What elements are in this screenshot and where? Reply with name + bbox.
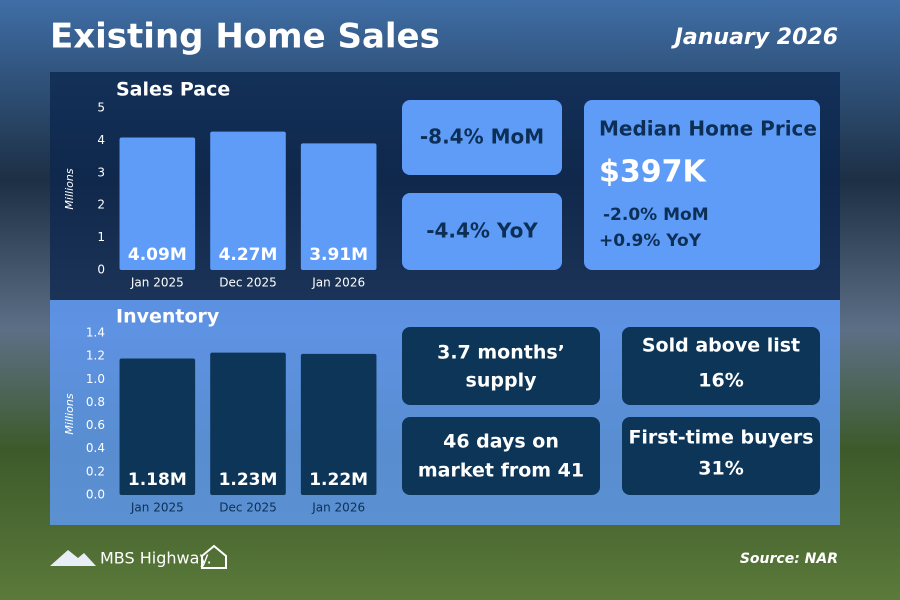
- brand: MBS Highway.: [100, 549, 212, 568]
- chart-title: Sales Pace: [116, 79, 230, 101]
- bar: [300, 353, 377, 495]
- card-text: 46 days on: [443, 431, 559, 453]
- y-tick-label: 0.8: [86, 395, 105, 409]
- y-tick-label: 1.0: [86, 372, 105, 386]
- y-tick-label: 0.0: [86, 488, 105, 502]
- date: January 2026: [671, 25, 838, 50]
- x-tick-label: Dec 2025: [219, 276, 277, 290]
- y-tick-label: 2: [97, 198, 105, 212]
- card-text: Sold above list: [642, 335, 800, 357]
- y-tick-label: 1.2: [86, 349, 105, 363]
- source: Source: NAR: [740, 551, 838, 567]
- card-text: -2.0% MoM: [603, 205, 709, 225]
- y-tick-label: 0.4: [86, 441, 105, 455]
- y-tick-label: 3: [97, 165, 105, 179]
- y-tick-label: 5: [97, 101, 105, 115]
- value-label: 3.91M: [309, 245, 368, 265]
- y-tick-label: 0.6: [86, 418, 105, 432]
- y-tick-label: 1.4: [86, 326, 105, 340]
- card: [402, 327, 600, 405]
- card: [622, 327, 820, 405]
- page-title: Existing Home Sales: [50, 17, 440, 57]
- value-label: 4.09M: [128, 245, 187, 265]
- card: [402, 193, 562, 270]
- y-axis-label: Millions: [63, 393, 76, 434]
- card-title: Median Home Price: [599, 117, 817, 141]
- chart-title: Inventory: [116, 306, 220, 328]
- bar: [119, 137, 196, 270]
- x-tick-label: Jan 2026: [311, 501, 365, 515]
- x-tick-label: Jan 2025: [130, 501, 184, 515]
- x-tick-label: Dec 2025: [219, 501, 277, 515]
- card: [584, 100, 820, 270]
- card-text: supply: [466, 370, 538, 392]
- value-label: 1.18M: [128, 470, 187, 490]
- y-tick-label: 0: [97, 263, 105, 277]
- card-text: 31%: [698, 458, 743, 480]
- equal-housing-icon: [201, 544, 227, 569]
- bar: [210, 131, 286, 270]
- card: [402, 417, 600, 495]
- card-text: First-time buyers: [628, 427, 813, 449]
- card-text: market from 41: [418, 460, 584, 482]
- value-label: 1.23M: [219, 470, 278, 490]
- bar: [119, 358, 196, 495]
- value-label: 1.22M: [309, 470, 368, 490]
- card-text: -8.4% MoM: [420, 125, 544, 149]
- value-label: 4.27M: [219, 245, 278, 265]
- logo-icon: [50, 550, 96, 566]
- card-text: 3.7 months’: [437, 342, 565, 364]
- card-text: -4.4% YoY: [426, 219, 538, 243]
- y-tick-label: 4: [97, 133, 105, 147]
- card-value: $397K: [599, 155, 707, 190]
- card: [622, 417, 820, 495]
- x-tick-label: Jan 2025: [130, 276, 184, 290]
- y-axis-label: Millions: [63, 168, 76, 209]
- bar: [300, 143, 377, 270]
- bar: [210, 352, 286, 495]
- y-tick-label: 1: [97, 230, 105, 244]
- card-text: 16%: [698, 370, 743, 392]
- x-tick-label: Jan 2026: [311, 276, 365, 290]
- y-tick-label: 0.2: [86, 464, 105, 478]
- card: [402, 100, 562, 175]
- card-text: +0.9% YoY: [599, 231, 702, 251]
